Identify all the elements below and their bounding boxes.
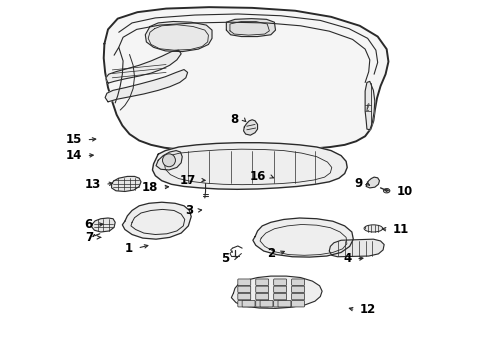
Text: 6: 6 <box>85 218 93 231</box>
Polygon shape <box>253 218 353 257</box>
Text: 4: 4 <box>343 252 352 265</box>
Polygon shape <box>156 150 182 170</box>
FancyBboxPatch shape <box>256 301 269 307</box>
Polygon shape <box>366 177 379 188</box>
Polygon shape <box>112 176 141 192</box>
FancyBboxPatch shape <box>238 293 251 300</box>
Text: 9: 9 <box>354 177 363 190</box>
Text: 18: 18 <box>142 181 158 194</box>
Polygon shape <box>146 22 212 51</box>
Text: 11: 11 <box>393 223 409 236</box>
Text: 1: 1 <box>125 242 133 255</box>
Polygon shape <box>104 7 389 152</box>
Text: 7: 7 <box>85 231 93 244</box>
FancyBboxPatch shape <box>292 279 304 285</box>
FancyBboxPatch shape <box>238 286 251 293</box>
FancyBboxPatch shape <box>292 293 304 300</box>
Text: 2: 2 <box>267 247 275 260</box>
FancyBboxPatch shape <box>256 279 269 285</box>
Polygon shape <box>122 202 191 239</box>
FancyBboxPatch shape <box>278 301 291 307</box>
Text: 14: 14 <box>66 149 82 162</box>
FancyBboxPatch shape <box>274 286 287 293</box>
Polygon shape <box>106 50 181 83</box>
FancyBboxPatch shape <box>238 279 251 285</box>
Circle shape <box>163 154 175 167</box>
Text: 3: 3 <box>185 204 194 217</box>
Polygon shape <box>329 239 384 257</box>
Text: 10: 10 <box>396 185 413 198</box>
Polygon shape <box>105 69 188 102</box>
FancyBboxPatch shape <box>274 301 287 307</box>
Ellipse shape <box>364 225 383 232</box>
Polygon shape <box>226 19 275 37</box>
Text: 16: 16 <box>249 170 266 183</box>
Polygon shape <box>365 81 375 130</box>
Polygon shape <box>231 276 322 309</box>
FancyBboxPatch shape <box>256 293 269 300</box>
FancyBboxPatch shape <box>256 286 269 293</box>
Text: 12: 12 <box>360 303 376 316</box>
Text: 8: 8 <box>231 113 239 126</box>
FancyBboxPatch shape <box>238 301 251 307</box>
FancyBboxPatch shape <box>292 286 304 293</box>
Text: 5: 5 <box>221 252 229 265</box>
Ellipse shape <box>383 189 390 193</box>
Polygon shape <box>152 143 347 189</box>
Text: 13: 13 <box>85 178 101 191</box>
FancyBboxPatch shape <box>274 279 287 285</box>
Text: 17: 17 <box>180 174 196 186</box>
Text: 15: 15 <box>66 133 82 146</box>
Polygon shape <box>244 120 258 135</box>
FancyBboxPatch shape <box>260 301 273 307</box>
FancyBboxPatch shape <box>274 293 287 300</box>
Polygon shape <box>92 218 115 232</box>
FancyBboxPatch shape <box>292 301 304 307</box>
FancyBboxPatch shape <box>242 301 255 307</box>
Text: ℓ: ℓ <box>365 103 369 113</box>
